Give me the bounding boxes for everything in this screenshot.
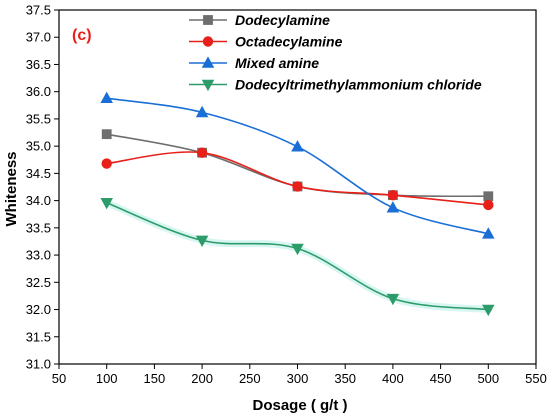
data-point (386, 293, 400, 306)
y-tick-label: 34.0 (26, 193, 51, 208)
data-point (291, 140, 304, 152)
series-line-glow (103, 199, 492, 314)
series-line (106, 202, 489, 311)
x-tick-label: 400 (382, 371, 404, 386)
data-point (291, 243, 304, 256)
x-tick-label: 300 (287, 371, 309, 386)
data-point (101, 158, 112, 169)
x-tick-label: 250 (239, 371, 261, 386)
y-tick-label: 35.5 (26, 111, 51, 126)
y-tick-label: 31.0 (26, 357, 51, 372)
data-point (100, 91, 113, 104)
y-axis-title: Whiteness (3, 151, 20, 226)
x-tick-label: 200 (191, 371, 213, 386)
y-tick-label: 37.5 (26, 3, 51, 18)
legend-swatch-marker (203, 15, 213, 25)
legend-swatch-marker (202, 36, 214, 47)
x-tick-label: 50 (52, 371, 66, 386)
legend-label: Mixed amine (235, 55, 319, 71)
data-point (483, 191, 494, 202)
y-tick-label: 37.0 (26, 30, 51, 45)
y-tick-label: 35.0 (26, 139, 51, 154)
data-point (101, 129, 112, 140)
legend-label: Dodecyltrimethylammonium chloride (235, 77, 482, 93)
data-point (483, 199, 494, 211)
data-point (386, 201, 400, 213)
x-axis-title: Dosage ( g/t ) (252, 397, 347, 414)
data-point (387, 189, 399, 201)
y-tick-label: 33.0 (26, 248, 51, 263)
y-tick-label: 31.5 (26, 329, 51, 344)
data-point (195, 235, 209, 248)
legend-item: Dodecyltrimethylammonium chloride (189, 77, 482, 93)
legend-item: Octadecylamine (189, 34, 343, 50)
y-tick-label: 36.0 (26, 84, 51, 99)
series-dodecyltrimethylammonium-chloride (100, 197, 495, 317)
axes-layer: 50 100 150 200 250 300 350 400 450 500 550 31.0 31.5… (26, 3, 547, 387)
legend-label: Dodecylamine (235, 12, 330, 28)
legend-item: Mixed amine (189, 55, 319, 71)
y-tick-label: 32.5 (26, 275, 51, 290)
y-tick-label: 36.5 (26, 57, 51, 72)
y-tick-label: 34.5 (26, 166, 51, 181)
data-point (482, 227, 495, 239)
data-point (195, 105, 209, 118)
series-layer (100, 91, 495, 317)
legend-swatch-marker (201, 56, 215, 68)
y-tick-label: 33.5 (26, 220, 51, 235)
x-tick-label: 350 (334, 371, 356, 386)
data-point (196, 147, 208, 158)
series-mixed-amine (100, 91, 495, 239)
x-tick-label: 500 (477, 371, 499, 386)
panel-label: (c) (72, 27, 92, 44)
y-tick-label: 32.0 (26, 302, 51, 317)
legend-item: Dodecylamine (189, 12, 330, 28)
data-point (482, 304, 495, 317)
series-line (106, 151, 489, 206)
data-point (292, 181, 303, 192)
data-point (100, 197, 113, 210)
legend-swatch-marker (201, 79, 215, 92)
x-tick-label: 450 (430, 371, 452, 386)
series-line (106, 97, 489, 235)
legend-label: Octadecylamine (235, 34, 343, 50)
x-tick-label: 150 (144, 371, 166, 386)
x-tick-label: 550 (525, 371, 547, 386)
series-octadecylamine (101, 147, 494, 211)
x-tick-label: 100 (96, 371, 118, 386)
legend: Dodecylamine Octadecylamine Mixed amine Dod… (189, 12, 482, 93)
